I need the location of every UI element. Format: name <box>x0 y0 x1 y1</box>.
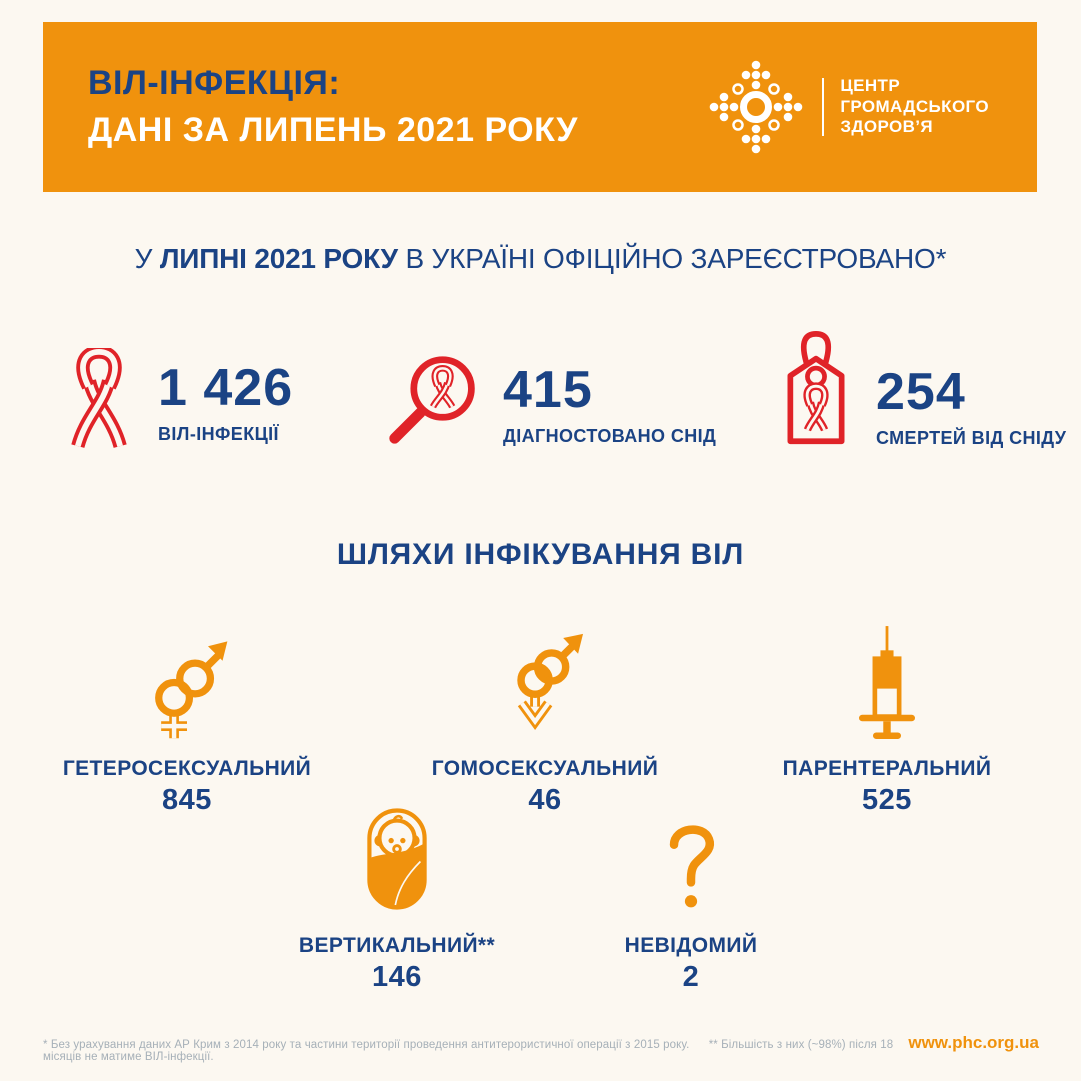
logo-divider <box>822 78 825 136</box>
heterosexual-icon <box>22 608 352 740</box>
phc-logo-dots-icon <box>710 60 803 154</box>
stat-label: ВІЛ-ІНФЕКЦІЇ <box>158 424 279 444</box>
website-link[interactable]: www.phc.org.ua <box>908 1033 1039 1052</box>
syringe-icon <box>722 608 1052 740</box>
footnotes: * Без урахування даних АР Крим з 2014 ро… <box>43 1039 908 1063</box>
subtitle-bold: ЛИПНІ 2021 РОКУ <box>159 243 398 274</box>
homosexual-icon <box>380 608 710 740</box>
stat-text: 415 ДІАГНОСТОВАНО СНІД <box>503 364 716 447</box>
route-value: 2 <box>682 961 700 993</box>
stat-value: 254 <box>876 363 966 421</box>
route-homosexual: ГОМОСЕКСУАЛЬНИЙ 46 <box>380 608 710 817</box>
route-heterosexual: ГЕТЕРОСЕКСУАЛЬНИЙ 845 <box>22 608 352 817</box>
death-tag-ribbon-icon <box>778 330 854 448</box>
route-parenteral: ПАРЕНТЕРАЛЬНИЙ 525 <box>722 608 1052 817</box>
transmission-section-title: ШЛЯХИ ІНФІКУВАННЯ ВІЛ <box>336 538 745 571</box>
footnote-crimea: * Без урахування даних АР Крим з 2014 ро… <box>43 1039 690 1051</box>
stat-hiv-infections: 1 426 ВІЛ-ІНФЕКЦІЇ <box>62 348 293 450</box>
route-label: ГОМОСЕКСУАЛЬНИЙ <box>431 757 659 780</box>
logo-text: ЦЕНТР ГРОМАДСЬКОГО ЗДОРОВ’Я <box>840 76 989 137</box>
phc-logo: ЦЕНТР ГРОМАДСЬКОГО ЗДОРОВ’Я <box>706 57 989 157</box>
footnote-vertical: ** Більшість з них (~98%) після 18 місяц… <box>43 1039 894 1063</box>
logo-text-line1: ЦЕНТР <box>840 76 901 96</box>
header-banner: ВІЛ-ІНФЕКЦІЯ: ДАНІ ЗА ЛИПЕНЬ 2021 РОКУ <box>43 22 1037 192</box>
stat-aids-diagnosed: 415 ДІАГНОСТОВАНО СНІД <box>385 352 716 448</box>
stat-text: 1 426 ВІЛ-ІНФЕКЦІЇ <box>158 362 293 445</box>
route-label: ГЕТЕРОСЕКСУАЛЬНИЙ <box>62 757 312 780</box>
footer: * Без урахування даних АР Крим з 2014 ро… <box>43 1033 1039 1063</box>
stat-value: 415 <box>503 361 593 419</box>
page-title-line1: ВІЛ-ІНФЕКЦІЯ: <box>88 64 341 103</box>
route-vertical: ВЕРТИКАЛЬНИЙ** 146 <box>232 800 562 994</box>
route-unknown: НЕВІДОМИЙ 2 <box>526 800 856 994</box>
stat-label: СМЕРТЕЙ ВІД СНІДУ <box>876 428 1067 448</box>
stat-text: 254 СМЕРТЕЙ ВІД СНІДУ <box>876 366 1066 449</box>
route-value: 46 <box>528 784 562 816</box>
route-label: ПАРЕНТЕРАЛЬНИЙ <box>782 757 992 780</box>
baby-icon <box>232 800 562 910</box>
stat-value: 1 426 <box>158 359 294 417</box>
route-label: НЕВІДОМИЙ <box>624 934 758 957</box>
logo-text-line2: ГРОМАДСЬКОГО <box>840 96 989 116</box>
stat-label: ДІАГНОСТОВАНО СНІД <box>503 426 717 446</box>
route-value: 525 <box>862 784 912 816</box>
question-mark-icon <box>526 800 856 910</box>
subtitle: У ЛИПНІ 2021 РОКУ В УКРАЇНІ ОФІЦІЙНО ЗАР… <box>0 243 1081 275</box>
stat-aids-deaths: 254 СМЕРТЕЙ ВІД СНІДУ <box>778 330 1066 449</box>
route-value: 845 <box>162 784 212 816</box>
route-value: 146 <box>372 961 422 993</box>
route-label: ВЕРТИКАЛЬНИЙ** <box>298 934 496 957</box>
logo-text-line3: ЗДОРОВ’Я <box>840 117 934 137</box>
magnifier-ribbon-icon <box>385 352 481 448</box>
red-ribbon-icon <box>62 348 136 450</box>
subtitle-suffix: В УКРАЇНІ ОФІЦІЙНО ЗАРЕЄСТРОВАНО* <box>397 243 947 274</box>
subtitle-prefix: У <box>134 243 160 274</box>
page-title-line2: ДАНІ ЗА ЛИПЕНЬ 2021 РОКУ <box>88 111 578 149</box>
header-titles: ВІЛ-ІНФЕКЦІЯ: ДАНІ ЗА ЛИПЕНЬ 2021 РОКУ <box>88 60 578 154</box>
